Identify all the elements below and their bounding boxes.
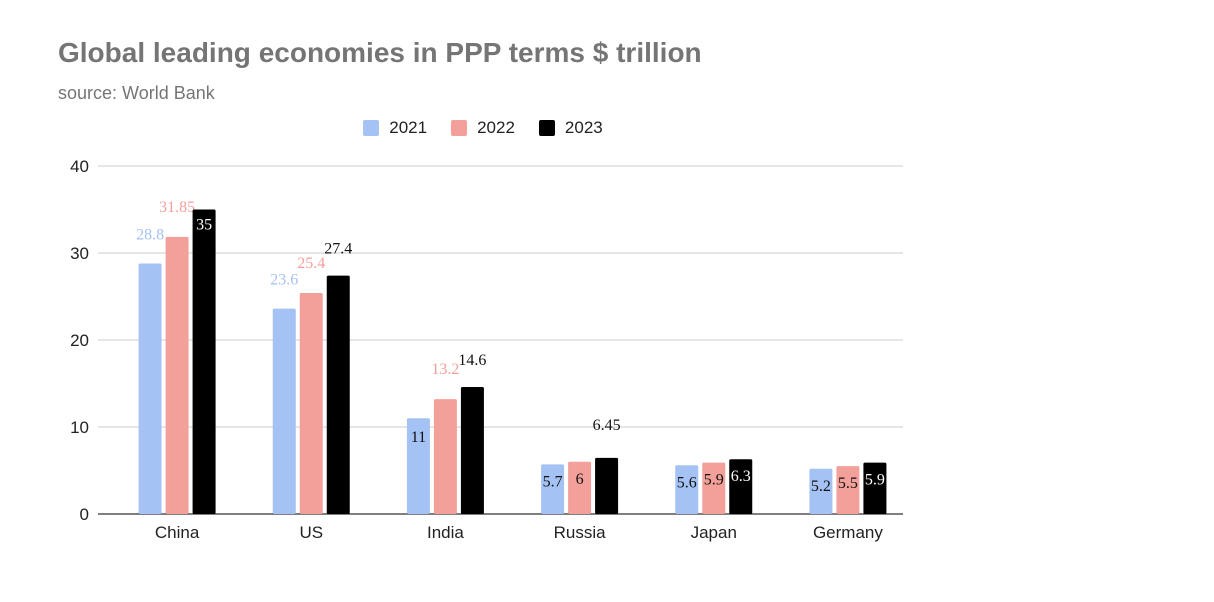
legend-label-2022: 2022: [477, 118, 515, 137]
data-label: 6: [576, 471, 584, 488]
bar-2023-china: [192, 209, 216, 514]
data-label: 6.45: [593, 417, 621, 434]
bar-2021-russia: [541, 464, 565, 514]
bar-2021-india: [406, 418, 430, 514]
data-label: 27.4: [324, 241, 352, 258]
data-label: 14.6: [458, 352, 486, 369]
y-tick-label: 30: [70, 244, 89, 263]
x-tick-label: India: [427, 523, 464, 542]
bar-2022-japan: [702, 462, 726, 514]
bar-2023-us: [326, 275, 350, 514]
data-label: 31.85: [159, 199, 195, 216]
bar-2021-japan: [675, 465, 699, 514]
data-label: 23.6: [270, 272, 298, 289]
legend-item-2023[interactable]: 2023: [538, 118, 603, 138]
legend-swatch-2022: [451, 120, 468, 136]
data-label: 11: [411, 429, 426, 446]
legend-item-2022[interactable]: 2022: [451, 118, 515, 138]
bar-2023-germany: [863, 462, 887, 514]
data-label: 5.9: [865, 472, 885, 489]
y-tick-label: 20: [70, 331, 89, 350]
bar-2022-us: [299, 293, 323, 514]
y-tick-label: 0: [80, 505, 89, 524]
data-label: 5.6: [677, 474, 697, 491]
data-label: 5.9: [704, 472, 724, 489]
data-label: 6.3: [731, 468, 751, 485]
data-label: 5.5: [838, 475, 858, 492]
x-tick-label: Russia: [554, 523, 607, 542]
bar-2022-india: [433, 399, 457, 514]
legend-label-2021: 2021: [389, 118, 428, 137]
legend-item-2021[interactable]: 2021: [363, 118, 427, 138]
bar-2021-germany: [809, 468, 833, 514]
x-tick-label: Japan: [691, 523, 737, 542]
y-tick-label: 10: [70, 418, 89, 437]
x-tick-label: China: [155, 523, 200, 542]
bar-2023-japan: [729, 459, 753, 514]
y-tick-label: 40: [70, 157, 89, 176]
data-label: 28.8: [136, 226, 164, 243]
data-label: 5.7: [543, 473, 563, 490]
data-label: 5.2: [811, 478, 831, 495]
bar-2021-china: [138, 263, 162, 514]
bar-2023-india: [460, 386, 484, 514]
bar-2021-us: [272, 308, 296, 514]
data-label: 25.4: [297, 255, 325, 272]
bar-2022-china: [165, 236, 189, 514]
chart-title: Global leading economies in PPP terms $ …: [58, 37, 702, 68]
data-label: 35: [196, 217, 212, 234]
chart-subtitle: source: World Bank: [58, 83, 215, 103]
bar-2023-russia: [595, 457, 619, 514]
bar-2022-russia: [568, 461, 592, 514]
bar-2022-germany: [836, 466, 860, 514]
legend-swatch-2023: [538, 120, 555, 136]
x-tick-label: Germany: [813, 523, 883, 542]
x-tick-label: US: [299, 523, 323, 542]
legend-label-2023: 2023: [564, 118, 603, 137]
chart-legend: 2021 2022 2023: [0, 118, 966, 138]
legend-swatch-2021: [363, 120, 380, 136]
data-label: 13.2: [431, 361, 459, 378]
